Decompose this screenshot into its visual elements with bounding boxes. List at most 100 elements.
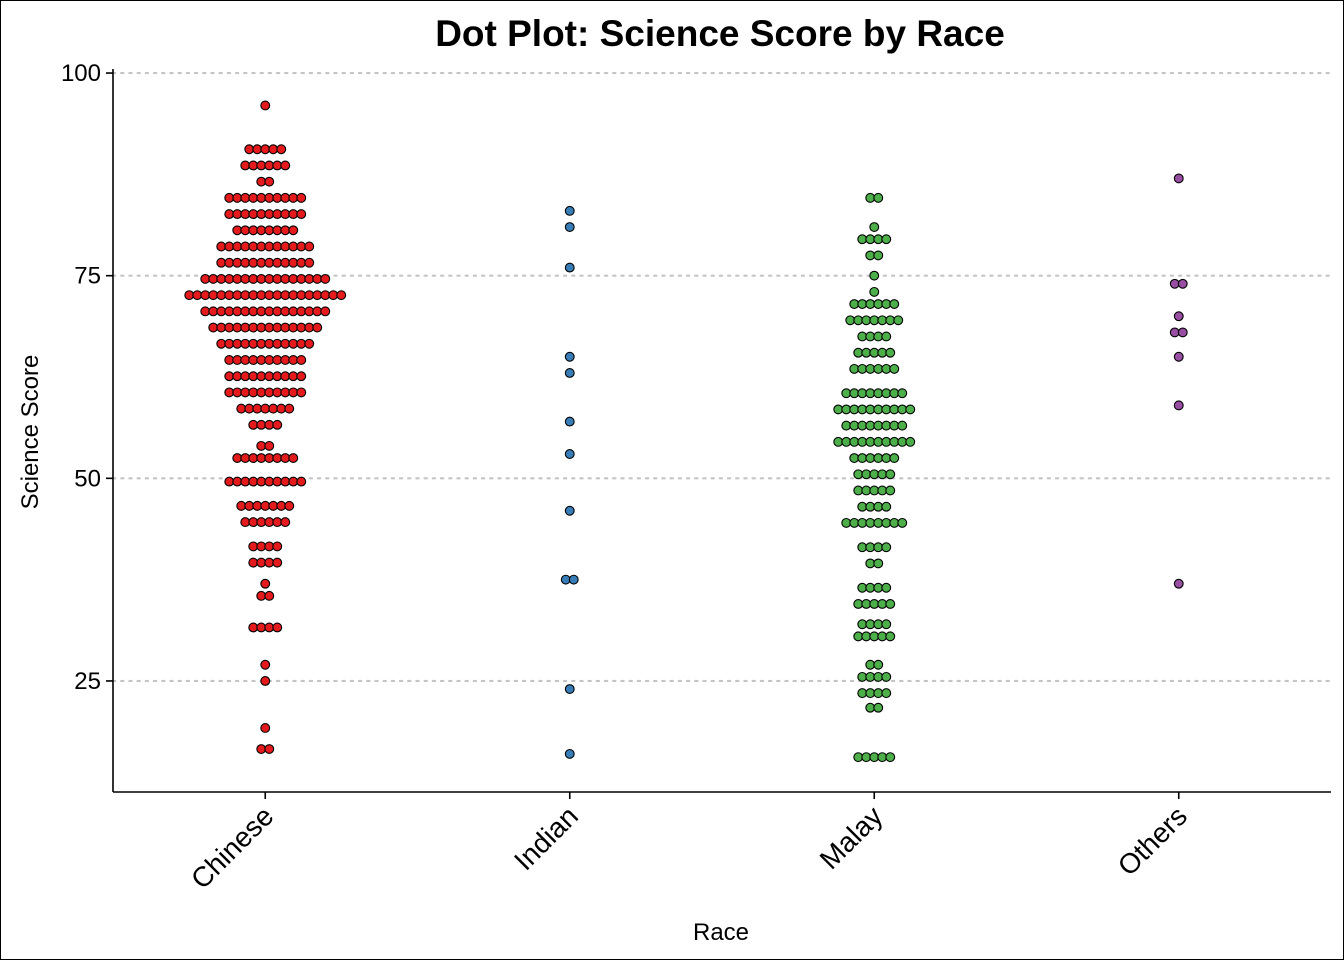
dot-chinese bbox=[280, 160, 291, 171]
dot-indian bbox=[564, 368, 575, 378]
dot-malay bbox=[897, 388, 908, 399]
dot-chinese bbox=[260, 100, 271, 111]
series-malay bbox=[833, 192, 916, 763]
y-tick-label-25: 25 bbox=[74, 668, 101, 695]
dot-malay bbox=[905, 436, 916, 447]
dot-malay bbox=[881, 234, 892, 245]
dot-malay bbox=[873, 702, 884, 713]
dot-chinese bbox=[260, 676, 271, 686]
dot-malay bbox=[869, 222, 880, 233]
x-axis-title: Race bbox=[693, 919, 749, 946]
dot-indian bbox=[564, 222, 575, 233]
dot-indian bbox=[564, 416, 575, 427]
dot-malay bbox=[881, 671, 892, 682]
dot-malay bbox=[873, 250, 884, 261]
dot-indian bbox=[568, 574, 579, 585]
dot-chinese bbox=[304, 241, 315, 252]
dot-malay bbox=[885, 599, 896, 609]
dot-indian bbox=[564, 505, 575, 516]
dot-indian bbox=[564, 449, 575, 459]
dot-chinese bbox=[276, 144, 287, 155]
dot-malay bbox=[885, 469, 896, 480]
dot-malay bbox=[885, 485, 896, 496]
dot-chinese bbox=[272, 541, 283, 552]
dot-chinese bbox=[272, 622, 283, 633]
dot-indian bbox=[564, 748, 575, 759]
dot-chinese bbox=[336, 290, 347, 301]
dot-indian bbox=[564, 351, 575, 362]
y-tick-label-100: 100 bbox=[61, 60, 101, 87]
dot-malay bbox=[889, 453, 900, 464]
dot-malay bbox=[881, 542, 892, 553]
dot-malay bbox=[881, 582, 892, 593]
gridlines bbox=[111, 71, 1333, 683]
dot-chinese bbox=[296, 209, 307, 220]
dot-others bbox=[1173, 351, 1184, 362]
chart-title: Dot Plot: Science Score by Race bbox=[435, 13, 1005, 54]
dot-chinese bbox=[272, 557, 283, 568]
dot-chinese bbox=[264, 176, 275, 187]
series-indian bbox=[560, 205, 579, 759]
dot-chinese bbox=[304, 257, 315, 268]
y-axis-ticks: 25 50 75 100 bbox=[61, 60, 113, 695]
dot-indian bbox=[564, 684, 575, 695]
dot-malay bbox=[897, 517, 908, 528]
y-axis-title: Science Score bbox=[17, 355, 44, 510]
dot-others bbox=[1173, 173, 1184, 184]
dot-malay bbox=[885, 631, 896, 642]
dot-chinese bbox=[288, 225, 299, 236]
dot-chinese bbox=[296, 476, 307, 487]
dot-malay bbox=[893, 315, 904, 326]
y-tick-label-50: 50 bbox=[74, 465, 101, 492]
dot-chinese bbox=[296, 387, 307, 398]
dot-malay bbox=[881, 501, 892, 512]
dot-malay bbox=[889, 363, 900, 374]
dot-chinese bbox=[272, 419, 283, 430]
dot-malay bbox=[881, 619, 892, 630]
dot-others bbox=[1173, 311, 1184, 322]
dot-chinese bbox=[264, 440, 275, 451]
dot-others bbox=[1177, 327, 1188, 338]
dot-others bbox=[1173, 578, 1184, 589]
dot-chinese bbox=[288, 453, 299, 464]
dot-malay bbox=[905, 404, 916, 415]
x-tick-label-others: Others bbox=[1112, 800, 1193, 881]
dot-malay bbox=[881, 331, 892, 342]
dot-malay bbox=[873, 659, 884, 670]
dot-chinese bbox=[320, 273, 331, 284]
y-tick-label-75: 75 bbox=[74, 263, 101, 290]
dot-chinese bbox=[296, 371, 307, 382]
dot-malay bbox=[897, 420, 908, 431]
x-tick-label-indian: Indian bbox=[508, 800, 584, 876]
dot-malay bbox=[873, 558, 884, 569]
series-chinese bbox=[184, 100, 347, 754]
dot-indian bbox=[564, 262, 575, 273]
dot-malay bbox=[869, 286, 880, 297]
dot-chinese bbox=[320, 306, 331, 317]
dot-chinese bbox=[264, 744, 275, 754]
dot-chinese bbox=[296, 192, 307, 203]
dot-malay bbox=[869, 270, 880, 281]
dot-chinese bbox=[284, 500, 295, 511]
x-axis-ticks: Chinese Indian Malay Others bbox=[185, 792, 1193, 895]
dot-chinese bbox=[260, 578, 271, 589]
dot-chinese bbox=[280, 517, 291, 528]
dots-layer bbox=[184, 100, 1188, 763]
dot-indian bbox=[564, 205, 575, 216]
series-others bbox=[1169, 173, 1188, 589]
dot-chinese bbox=[296, 355, 307, 365]
dot-malay bbox=[881, 688, 892, 699]
dot-malay bbox=[873, 192, 884, 203]
dot-chinese bbox=[260, 723, 271, 733]
x-tick-label-chinese: Chinese bbox=[185, 800, 280, 895]
dot-malay bbox=[889, 299, 900, 310]
dot-malay bbox=[885, 752, 896, 763]
x-tick-label-malay: Malay bbox=[814, 800, 889, 875]
dot-chinese bbox=[264, 590, 275, 601]
dot-others bbox=[1173, 400, 1184, 411]
dot-chinese bbox=[312, 322, 323, 333]
dot-chinese bbox=[260, 659, 271, 670]
dot-chinese bbox=[304, 338, 315, 349]
dot-chinese bbox=[284, 403, 295, 414]
